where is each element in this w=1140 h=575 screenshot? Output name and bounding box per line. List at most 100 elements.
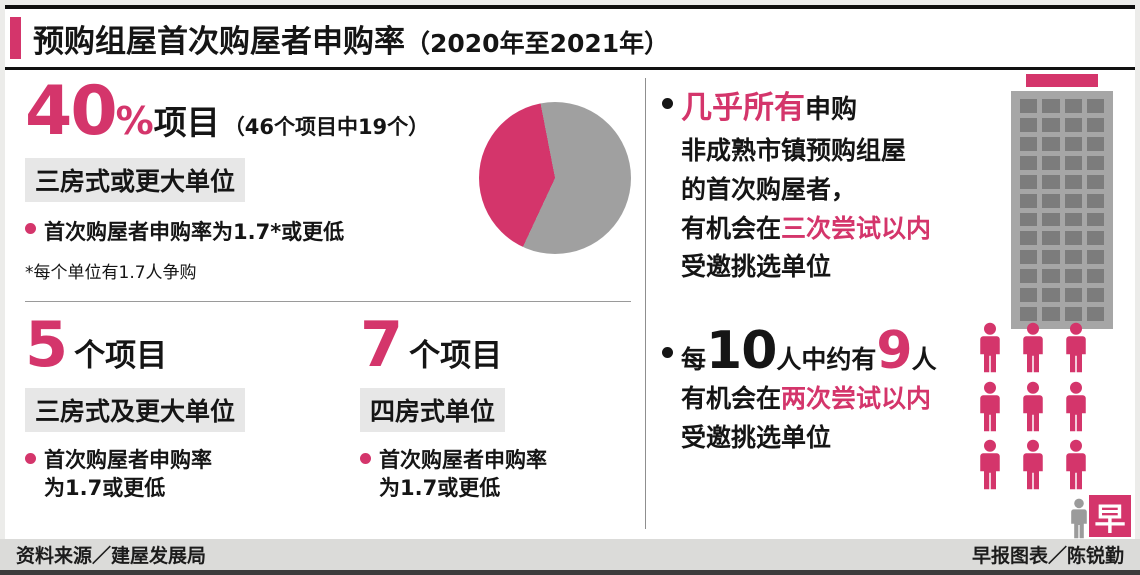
- section-projects: 5 个项目 三房式及更大单位 首次购屋者申购率 为1.7或更低 7: [25, 302, 645, 503]
- rb1-lead: 几乎所有: [681, 90, 805, 126]
- right-panel: 几乎所有申购 非成熟市镇预购组屋 的首次购屋者， 有机会在三次尝试以内 受邀挑选…: [646, 70, 1135, 539]
- window-cell: [1020, 174, 1038, 189]
- window-cell: [1042, 174, 1060, 189]
- title-accent-bar: [10, 17, 21, 59]
- section-40pct-text: 40%项目 （46个项目中19个） 三房式或更大单位 首次购屋者申购率为1.7*或…: [25, 78, 429, 283]
- window-cell: [1042, 99, 1060, 113]
- window-cell: [1064, 174, 1082, 189]
- window-cell: [1042, 212, 1060, 227]
- stat-40-subtitle: 三房式或更大单位: [25, 158, 246, 202]
- window-cell: [1086, 250, 1104, 265]
- stat-5-bullet-row: 首次购屋者申购率 为1.7或更低: [25, 446, 360, 503]
- left-panel: 40%项目 （46个项目中19个） 三房式或更大单位 首次购屋者申购率为1.7*或…: [5, 70, 645, 539]
- bullet-dot-icon: [360, 453, 371, 464]
- window-cell: [1086, 117, 1104, 132]
- stat-7-bullet-line2: 为1.7或更低: [379, 476, 501, 501]
- window-cell: [1042, 155, 1060, 170]
- person-icon: [975, 381, 1005, 434]
- window-cell: [1086, 174, 1104, 189]
- window-cell: [1042, 288, 1060, 303]
- person-icon: [1018, 322, 1048, 375]
- people-icons: [975, 322, 1091, 540]
- right-block1: 几乎所有申购 非成熟市镇预购组屋 的首次购屋者， 有机会在三次尝试以内 受邀挑选…: [662, 84, 998, 287]
- pie-chart: [479, 102, 631, 254]
- window-cell: [1020, 99, 1038, 113]
- building-windows: [1011, 91, 1113, 329]
- window-cell: [1064, 99, 1082, 113]
- stat-40-line: 40%项目 （46个项目中19个）: [25, 78, 429, 146]
- window-cell: [1020, 250, 1038, 265]
- stat-7-value: 7: [360, 308, 404, 381]
- rb1-line4: 有机会在三次尝试以内: [681, 210, 931, 249]
- bullet-dot-icon: [25, 453, 36, 464]
- window-cell: [1064, 288, 1082, 303]
- left-divider: [25, 301, 631, 302]
- bullet-dot-icon: [25, 223, 36, 234]
- stat-7-label: 个项目: [409, 338, 503, 374]
- right-text-column: 几乎所有申购 非成熟市镇预购组屋 的首次购屋者， 有机会在三次尝试以内 受邀挑选…: [662, 84, 998, 457]
- window-cell: [1086, 136, 1104, 151]
- stat-5-bullet-line2: 为1.7或更低: [44, 476, 166, 501]
- window-cell: [1064, 136, 1082, 151]
- vertical-divider: [645, 78, 646, 529]
- stat-7-subtitle: 四房式单位: [360, 388, 506, 432]
- rb1-line1: 几乎所有申购: [681, 84, 931, 132]
- window-cell: [1020, 231, 1038, 246]
- stat-5-subtitle: 三房式及更大单位: [25, 388, 246, 432]
- main-content: 40%项目 （46个项目中19个） 三房式或更大单位 首次购屋者申购率为1.7*或…: [5, 70, 1135, 539]
- zaobao-logo: 早: [1089, 495, 1131, 538]
- stat-5-line: 5 个项目: [25, 314, 360, 376]
- person-icon: [1061, 322, 1091, 375]
- window-cell: [1042, 250, 1060, 265]
- window-cell: [1086, 155, 1104, 170]
- stat-5-bullet-text: 首次购屋者申购率 为1.7或更低: [44, 446, 212, 503]
- window-cell: [1020, 193, 1038, 208]
- rb2-line3: 受邀挑选单位: [681, 422, 832, 452]
- person-icon: [1018, 439, 1048, 492]
- stat-40-label: 项目: [153, 103, 220, 142]
- rb1-line4-highlight: 三次尝试以内: [781, 213, 932, 243]
- person-icon: [1061, 381, 1091, 434]
- rb1-line3: 的首次购屋者，: [681, 174, 857, 204]
- window-cell: [1064, 212, 1082, 227]
- bullet-dot-icon: [662, 347, 673, 359]
- footer-credit: 早报图表／陈锐勤: [971, 545, 1124, 567]
- rb1-lead-suffix: 申购: [805, 95, 858, 125]
- rb1-line4-prefix: 有机会在: [681, 213, 782, 243]
- rb2-line1: 每10人中约有9人: [681, 325, 937, 380]
- stat-7-block: 7 个项目 四房式单位 首次购屋者申购率 为1.7或更低: [360, 314, 547, 503]
- stat-40-bullet-row: 首次购屋者申购率为1.7*或更低: [25, 216, 429, 246]
- stat-40-unit: %: [115, 99, 154, 143]
- footer: 资料来源／建屋发展局 早报图表／陈锐勤: [0, 539, 1140, 570]
- window-cell: [1020, 117, 1038, 132]
- rb2-big-10: 10: [706, 321, 777, 382]
- person-icon: [975, 322, 1005, 375]
- window-cell: [1086, 212, 1104, 227]
- stat-40-detail: （46个项目中19个）: [223, 115, 430, 139]
- person-icon: [1061, 439, 1091, 492]
- section-40pct: 40%项目 （46个项目中19个） 三房式或更大单位 首次购屋者申购率为1.7*或…: [25, 78, 645, 283]
- page-title-text: 预购组屋首次购屋者申购率: [33, 23, 405, 60]
- rb1-line5: 受邀挑选单位: [681, 252, 832, 282]
- right-block2: 每10人中约有9人 有机会在两次尝试以内 受邀挑选单位: [662, 325, 998, 457]
- building-roof: [1026, 74, 1098, 87]
- window-cell: [1064, 117, 1082, 132]
- rb2-line2-highlight: 两次尝试以内: [781, 383, 932, 413]
- window-cell: [1086, 288, 1104, 303]
- stat-5-value: 5: [25, 308, 69, 381]
- stat-7-bullet-line1: 首次购屋者申购率: [379, 448, 547, 472]
- window-cell: [1042, 231, 1060, 246]
- page-title: 预购组屋首次购屋者申购率（2020年至2021年）: [33, 16, 669, 61]
- person-icon: [1018, 381, 1048, 434]
- window-cell: [1086, 99, 1104, 113]
- window-cell: [1064, 269, 1082, 284]
- bullet-dot-icon: [662, 98, 673, 109]
- page-title-years: （2020年至2021年）: [405, 28, 670, 58]
- window-cell: [1042, 193, 1060, 208]
- stat-5-bullet-line1: 首次购屋者申购率: [44, 448, 212, 472]
- window-cell: [1020, 136, 1038, 151]
- window-cell: [1042, 136, 1060, 151]
- window-cell: [1064, 155, 1082, 170]
- stat-7-bullet-row: 首次购屋者申购率 为1.7或更低: [360, 446, 547, 503]
